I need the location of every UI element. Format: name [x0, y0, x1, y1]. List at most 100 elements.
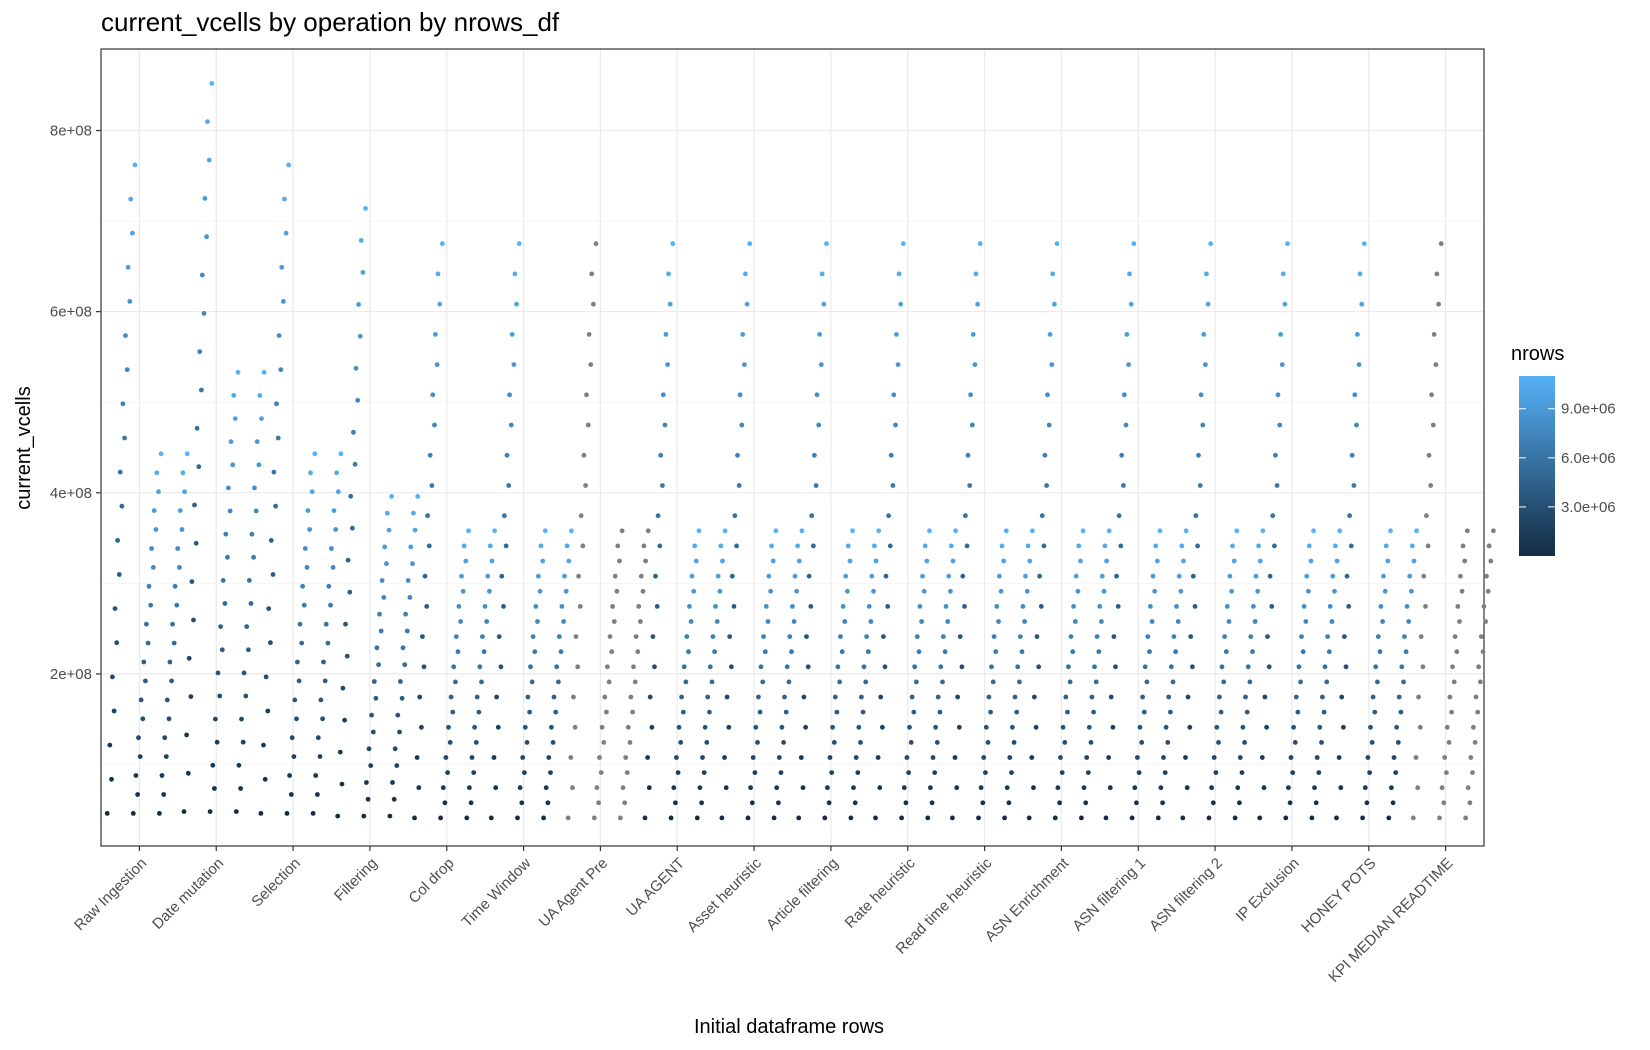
- data-point: [402, 662, 408, 668]
- data-point: [976, 815, 981, 821]
- data-point: [1097, 604, 1103, 609]
- data-point: [1152, 588, 1158, 594]
- data-point: [281, 299, 286, 304]
- data-point: [1239, 770, 1245, 775]
- data-point: [654, 604, 660, 609]
- data-point: [287, 773, 292, 778]
- data-point: [370, 729, 376, 735]
- data-point: [776, 800, 781, 806]
- data-point: [1178, 588, 1184, 594]
- data-point: [963, 513, 968, 519]
- data-point: [702, 724, 708, 730]
- data-point: [474, 694, 480, 700]
- data-point: [1036, 664, 1042, 670]
- data-point: [548, 770, 553, 775]
- data-point: [997, 573, 1002, 579]
- data-point: [220, 578, 226, 583]
- data-point: [771, 815, 777, 821]
- data-point: [368, 763, 374, 768]
- data-point: [350, 525, 355, 531]
- data-point: [1388, 528, 1393, 534]
- data-point: [363, 206, 368, 211]
- data-point: [222, 601, 228, 606]
- data-point: [692, 543, 698, 549]
- data-point: [1430, 422, 1436, 428]
- data-point: [618, 815, 623, 821]
- data-point: [588, 362, 594, 367]
- data-point: [1360, 815, 1365, 821]
- data-point: [249, 531, 255, 537]
- data-point: [1269, 604, 1275, 609]
- data-point: [1414, 528, 1419, 534]
- data-point: [473, 740, 479, 745]
- data-point: [563, 588, 569, 594]
- data-point: [1285, 241, 1290, 247]
- data-point: [803, 724, 808, 730]
- data-point: [1224, 604, 1230, 609]
- data-point: [1417, 724, 1423, 730]
- data-point: [408, 544, 414, 550]
- data-point: [1332, 588, 1337, 594]
- data-point: [1293, 694, 1299, 700]
- data-point: [1218, 709, 1224, 715]
- data-point: [1416, 694, 1421, 700]
- y-tick-label: 8e+08: [50, 123, 92, 140]
- data-point: [243, 693, 249, 699]
- data-point: [1055, 785, 1061, 791]
- data-point: [412, 527, 418, 533]
- data-point: [674, 755, 679, 760]
- data-point: [660, 483, 665, 488]
- data-point: [315, 792, 320, 797]
- data-point: [369, 712, 374, 718]
- data-point: [1316, 770, 1322, 775]
- data-point: [321, 659, 326, 665]
- data-point: [1071, 604, 1076, 609]
- data-point: [750, 755, 756, 760]
- data-point: [1038, 604, 1044, 609]
- data-point: [248, 601, 254, 606]
- data-point: [386, 527, 392, 533]
- data-point: [448, 694, 454, 700]
- data-point: [1211, 755, 1217, 760]
- data-point: [647, 694, 653, 700]
- data-point: [398, 679, 403, 684]
- data-point: [569, 528, 574, 534]
- data-point: [150, 565, 156, 570]
- data-point: [522, 770, 527, 775]
- data-point: [501, 604, 506, 609]
- data-point: [289, 735, 295, 741]
- data-point: [1357, 271, 1363, 277]
- data-point: [1385, 558, 1391, 564]
- data-point: [199, 272, 205, 278]
- data-point: [1041, 543, 1047, 549]
- data-point: [1032, 694, 1037, 700]
- data-point: [1067, 679, 1073, 685]
- data-point: [1396, 694, 1402, 700]
- data-point: [1066, 664, 1071, 670]
- data-point: [1292, 740, 1298, 745]
- data-point: [789, 649, 794, 655]
- data-point: [166, 716, 172, 722]
- data-point: [389, 494, 394, 499]
- data-point: [1104, 558, 1109, 564]
- data-point: [1370, 694, 1376, 700]
- data-point: [598, 770, 604, 775]
- data-point: [591, 815, 597, 821]
- data-point: [1234, 528, 1240, 534]
- data-point: [339, 781, 345, 787]
- data-point: [622, 800, 628, 806]
- data-point: [1166, 694, 1172, 700]
- data-point: [1313, 800, 1319, 806]
- data-point: [384, 510, 390, 516]
- data-point: [407, 595, 413, 600]
- data-point: [1200, 422, 1206, 428]
- data-point: [869, 573, 875, 579]
- data-point: [850, 528, 855, 534]
- data-point: [446, 724, 451, 730]
- data-point: [1149, 619, 1155, 624]
- data-point: [545, 800, 551, 806]
- data-point: [122, 435, 127, 441]
- data-point: [1007, 755, 1013, 760]
- data-point: [645, 528, 651, 534]
- data-point: [532, 649, 538, 655]
